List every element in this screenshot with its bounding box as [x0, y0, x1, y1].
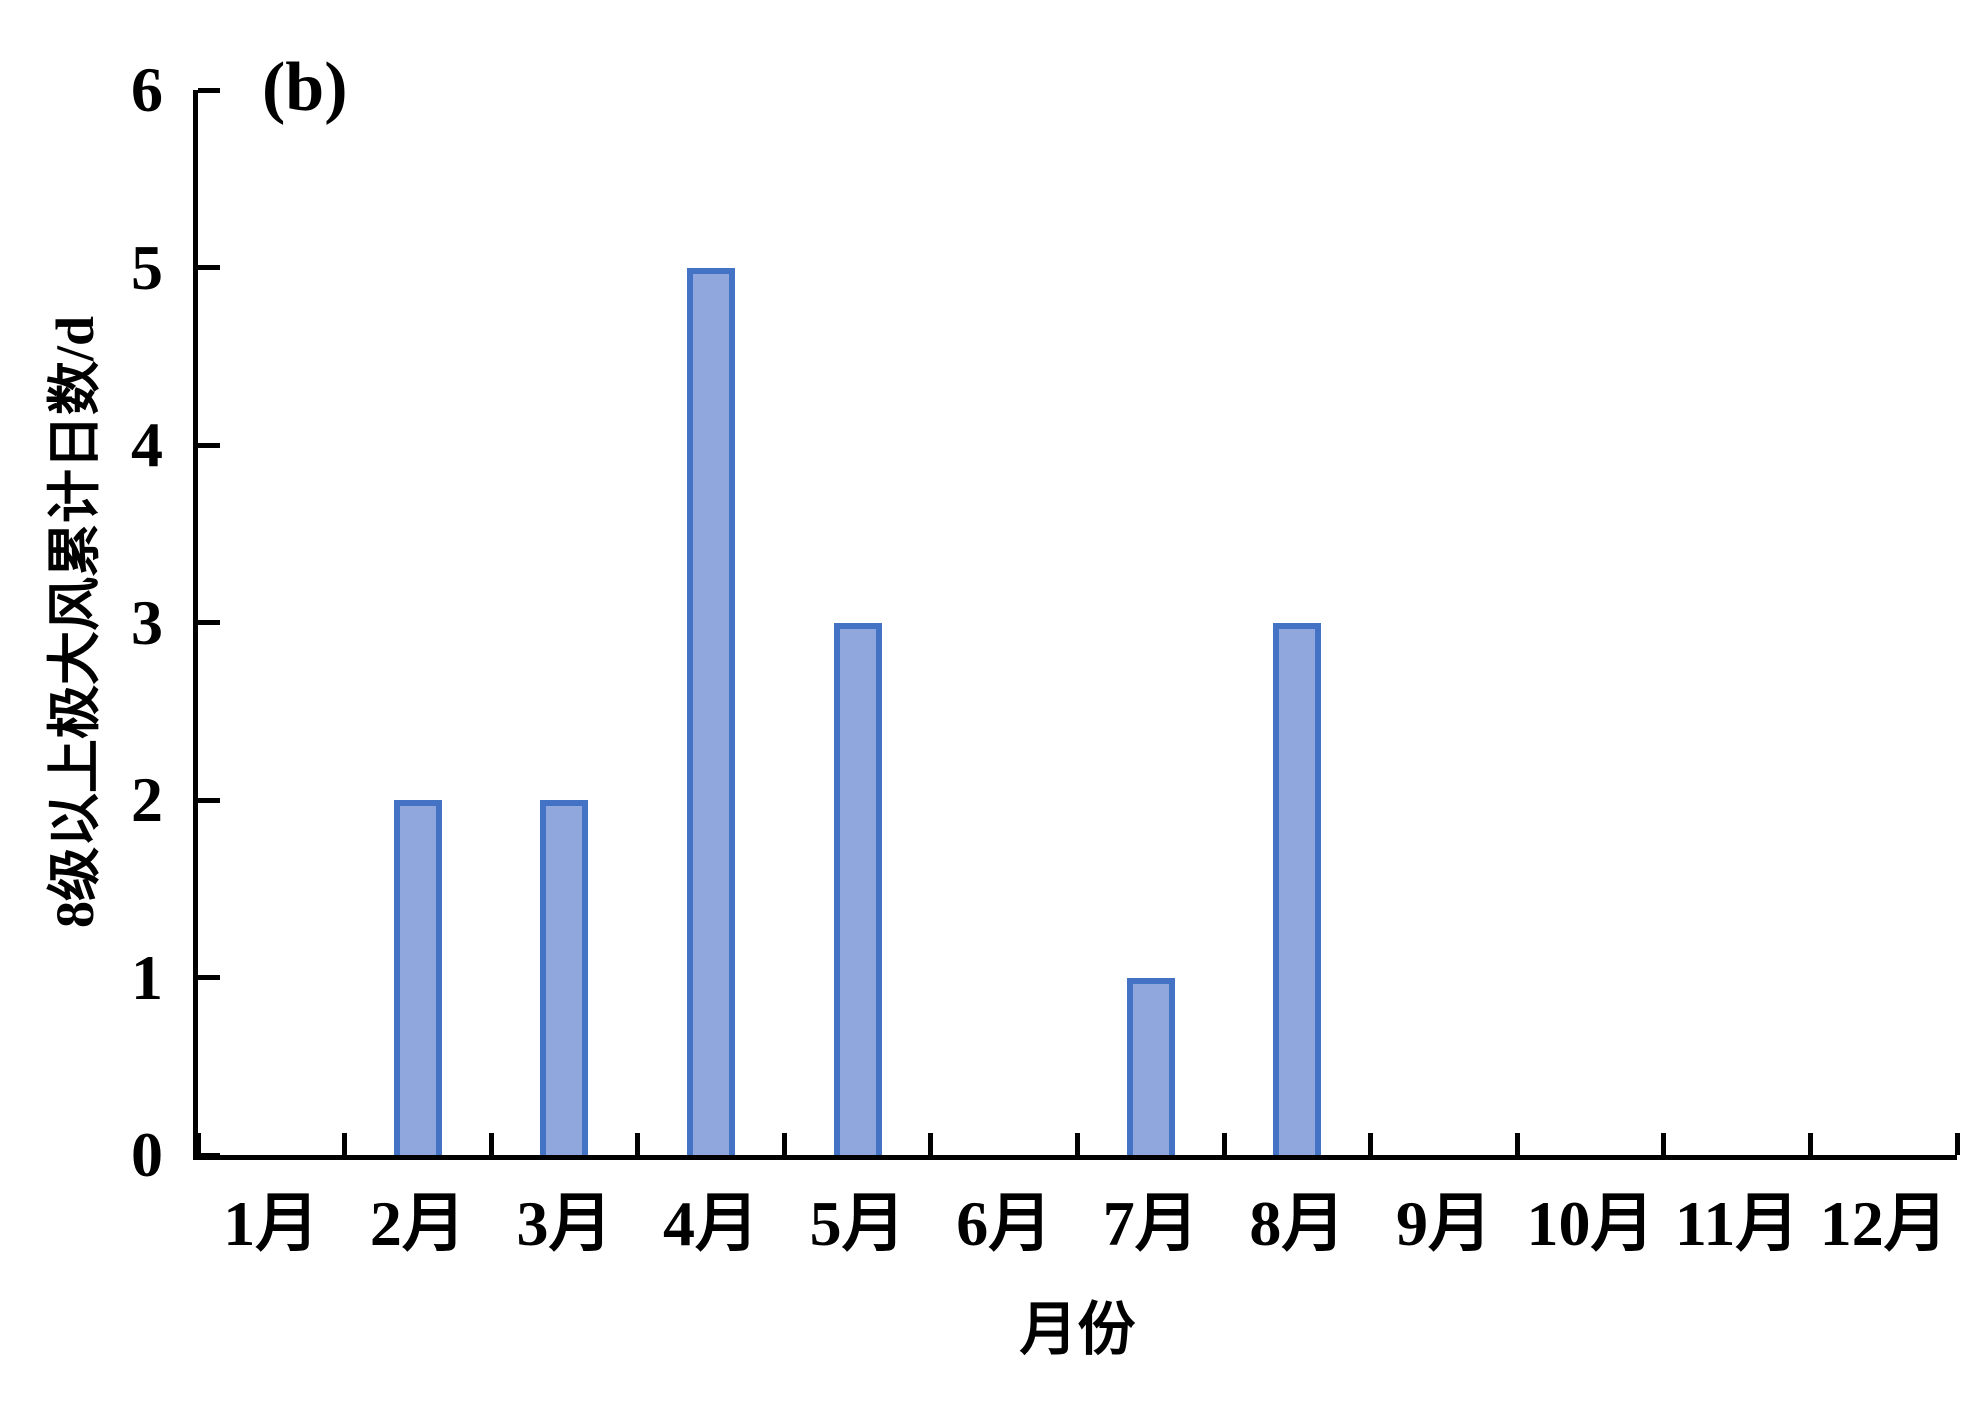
x-tick-label: 6月 [956, 1188, 1053, 1259]
x-tick-label: 11月 [1674, 1188, 1800, 1259]
x-axis-tick [635, 1133, 641, 1155]
y-tick-label: 2 [131, 764, 163, 835]
x-axis-tick [1221, 1133, 1227, 1155]
x-tick-label: 4月 [663, 1188, 760, 1259]
x-tick-label: 2月 [369, 1188, 466, 1259]
x-axis-tick [1514, 1133, 1520, 1155]
bar-7月 [1126, 977, 1175, 1155]
y-tick-label: 3 [131, 586, 163, 658]
x-axis-tick [781, 1133, 787, 1155]
x-axis-tick [1807, 1133, 1813, 1155]
x-axis-tick [928, 1133, 934, 1155]
panel-label: (b) [262, 49, 348, 126]
y-tick-label: 0 [131, 1119, 163, 1190]
y-axis-tick [198, 87, 220, 93]
y-axis-tick [198, 620, 220, 625]
x-axis-tick [1661, 1133, 1667, 1155]
x-axis-tick [488, 1133, 494, 1155]
x-tick-label: 1月 [223, 1188, 320, 1259]
bar-4月 [687, 267, 736, 1155]
x-tick-label: 8月 [1249, 1188, 1346, 1259]
x-axis-title: 月份 [1019, 1297, 1136, 1362]
x-axis-tick [342, 1133, 348, 1155]
x-tick-label: 9月 [1395, 1188, 1492, 1259]
plot-area [193, 87, 1960, 1160]
bar-8月 [1273, 622, 1322, 1155]
y-axis-tick [198, 442, 220, 448]
y-axis-tick [198, 975, 220, 980]
x-axis-tick [1075, 1133, 1080, 1155]
x-tick-label: 10月 [1526, 1188, 1655, 1259]
x-axis-tick [1368, 1133, 1374, 1155]
x-tick-label: 3月 [516, 1188, 613, 1259]
x-axis-tick [1954, 1133, 1960, 1155]
y-axis-tick [198, 1152, 220, 1158]
x-axis-tick [195, 1133, 201, 1155]
y-axis-tick [198, 797, 220, 803]
y-tick-label: 6 [131, 54, 163, 125]
bar-3月 [540, 800, 589, 1155]
x-tick-label: 7月 [1102, 1188, 1199, 1259]
y-tick-label: 1 [131, 941, 163, 1013]
bar-5月 [833, 622, 882, 1155]
y-tick-label: 4 [131, 409, 163, 480]
x-tick-label: 5月 [809, 1188, 906, 1259]
y-tick-label: 5 [131, 231, 163, 303]
y-axis-tick [198, 265, 220, 270]
x-tick-label: 12月 [1819, 1188, 1948, 1259]
bar-2月 [393, 800, 442, 1155]
